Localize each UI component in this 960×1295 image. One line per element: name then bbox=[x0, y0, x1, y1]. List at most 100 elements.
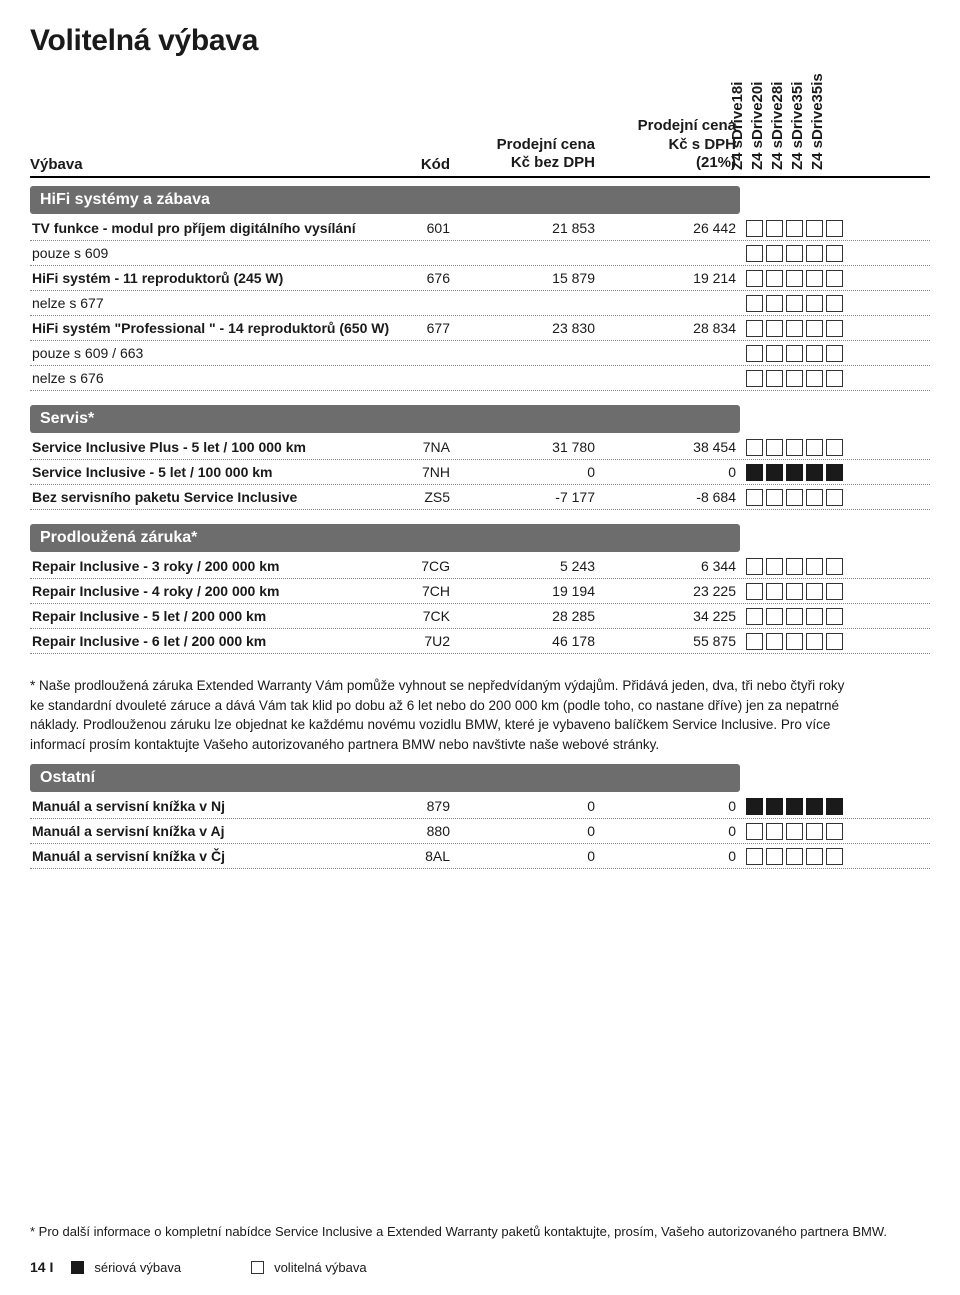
row-kod: 8AL bbox=[390, 848, 450, 864]
row-price-sdph: 38 454 bbox=[595, 439, 740, 455]
row-label: nelze s 677 bbox=[30, 295, 390, 311]
table-row: nelze s 677 bbox=[30, 291, 930, 316]
row-boxes bbox=[746, 583, 843, 600]
box-empty bbox=[746, 439, 763, 456]
row-kod: 879 bbox=[390, 798, 450, 814]
model-columns: Z4 sDrive18iZ4 sDrive20iZ4 sDrive28iZ4 s… bbox=[746, 78, 843, 173]
box-empty bbox=[766, 489, 783, 506]
row-price-sdph: 55 875 bbox=[595, 633, 740, 649]
legend-filled-box bbox=[71, 1261, 84, 1274]
box-empty bbox=[826, 608, 843, 625]
box-empty bbox=[766, 633, 783, 650]
box-empty bbox=[786, 245, 803, 262]
page-footer: * Pro další informace o kompletní nabídc… bbox=[30, 1223, 930, 1275]
row-kod: 7CK bbox=[390, 608, 450, 624]
box-empty bbox=[766, 270, 783, 287]
row-label: Service Inclusive - 5 let / 100 000 km bbox=[30, 464, 390, 480]
row-label: Repair Inclusive - 3 roky / 200 000 km bbox=[30, 558, 390, 574]
row-price-sdph: 0 bbox=[595, 823, 740, 839]
row-price-bezdph: -7 177 bbox=[450, 489, 595, 505]
box-empty bbox=[746, 320, 763, 337]
box-empty bbox=[766, 370, 783, 387]
box-empty bbox=[746, 608, 763, 625]
row-price-bezdph: 31 780 bbox=[450, 439, 595, 455]
row-price-bezdph: 19 194 bbox=[450, 583, 595, 599]
box-empty bbox=[786, 320, 803, 337]
row-price-bezdph: 28 285 bbox=[450, 608, 595, 624]
legend-row: 14 I sériová výbava volitelná výbava bbox=[30, 1259, 930, 1275]
legend-serial-label: sériová výbava bbox=[94, 1260, 181, 1275]
row-price-bezdph: 23 830 bbox=[450, 320, 595, 336]
row-price-bezdph: 0 bbox=[450, 823, 595, 839]
box-empty bbox=[786, 345, 803, 362]
header-price2-l1: Prodejní cena bbox=[638, 117, 736, 134]
box-empty bbox=[826, 220, 843, 237]
table-row: Repair Inclusive - 3 roky / 200 000 km7C… bbox=[30, 554, 930, 579]
row-boxes bbox=[746, 489, 843, 506]
row-label: Service Inclusive Plus - 5 let / 100 000… bbox=[30, 439, 390, 455]
box-empty bbox=[786, 583, 803, 600]
box-empty bbox=[806, 345, 823, 362]
header-price1-l2: Kč bez DPH bbox=[511, 154, 595, 171]
row-boxes bbox=[746, 270, 843, 287]
box-empty bbox=[806, 295, 823, 312]
header-label: Výbava bbox=[30, 156, 390, 173]
box-empty bbox=[786, 220, 803, 237]
row-label: Manuál a servisní knížka v Čj bbox=[30, 848, 390, 864]
box-empty bbox=[806, 270, 823, 287]
box-empty bbox=[746, 848, 763, 865]
row-label: TV funkce - modul pro příjem digitálního… bbox=[30, 220, 390, 236]
box-empty bbox=[786, 439, 803, 456]
box-filled bbox=[806, 464, 823, 481]
header-price1: Prodejní cena Kč bez DPH bbox=[450, 136, 595, 174]
box-empty bbox=[826, 320, 843, 337]
row-kod: 676 bbox=[390, 270, 450, 286]
box-empty bbox=[786, 295, 803, 312]
box-filled bbox=[766, 464, 783, 481]
row-price-sdph: 23 225 bbox=[595, 583, 740, 599]
table-row: HiFi systém - 11 reproduktorů (245 W)676… bbox=[30, 266, 930, 291]
row-boxes bbox=[746, 439, 843, 456]
row-price-sdph: 6 344 bbox=[595, 558, 740, 574]
box-empty bbox=[806, 439, 823, 456]
box-empty bbox=[766, 823, 783, 840]
row-label: Manuál a servisní knížka v Aj bbox=[30, 823, 390, 839]
box-empty bbox=[786, 558, 803, 575]
box-empty bbox=[746, 823, 763, 840]
box-empty bbox=[826, 345, 843, 362]
box-empty bbox=[826, 583, 843, 600]
row-boxes bbox=[746, 345, 843, 362]
box-empty bbox=[806, 245, 823, 262]
table-row: Manuál a servisní knížka v Aj88000 bbox=[30, 819, 930, 844]
box-empty bbox=[826, 633, 843, 650]
model-col-4: Z4 sDrive35is bbox=[826, 78, 843, 173]
table-row: Repair Inclusive - 5 let / 200 000 km7CK… bbox=[30, 604, 930, 629]
row-price-bezdph: 5 243 bbox=[450, 558, 595, 574]
box-filled bbox=[786, 464, 803, 481]
table-row: Repair Inclusive - 6 let / 200 000 km7U2… bbox=[30, 629, 930, 654]
row-kod: 7CG bbox=[390, 558, 450, 574]
box-empty bbox=[786, 270, 803, 287]
box-empty bbox=[746, 370, 763, 387]
row-label: pouze s 609 bbox=[30, 245, 390, 261]
table-row: Service Inclusive Plus - 5 let / 100 000… bbox=[30, 435, 930, 460]
row-boxes bbox=[746, 245, 843, 262]
row-kod: 601 bbox=[390, 220, 450, 236]
box-empty bbox=[746, 220, 763, 237]
box-empty bbox=[806, 823, 823, 840]
row-price-bezdph: 46 178 bbox=[450, 633, 595, 649]
row-boxes bbox=[746, 464, 843, 481]
box-empty bbox=[766, 345, 783, 362]
row-label: HiFi systém - 11 reproduktorů (245 W) bbox=[30, 270, 390, 286]
row-boxes bbox=[746, 295, 843, 312]
box-filled bbox=[746, 464, 763, 481]
box-empty bbox=[766, 295, 783, 312]
row-label: Bez servisního paketu Service Inclusive bbox=[30, 489, 390, 505]
box-empty bbox=[806, 608, 823, 625]
legend-empty-box bbox=[251, 1261, 264, 1274]
section-header: Servis* bbox=[30, 405, 740, 433]
row-boxes bbox=[746, 633, 843, 650]
row-label: Repair Inclusive - 6 let / 200 000 km bbox=[30, 633, 390, 649]
section-ostatni: Ostatní bbox=[30, 764, 740, 792]
box-empty bbox=[786, 823, 803, 840]
